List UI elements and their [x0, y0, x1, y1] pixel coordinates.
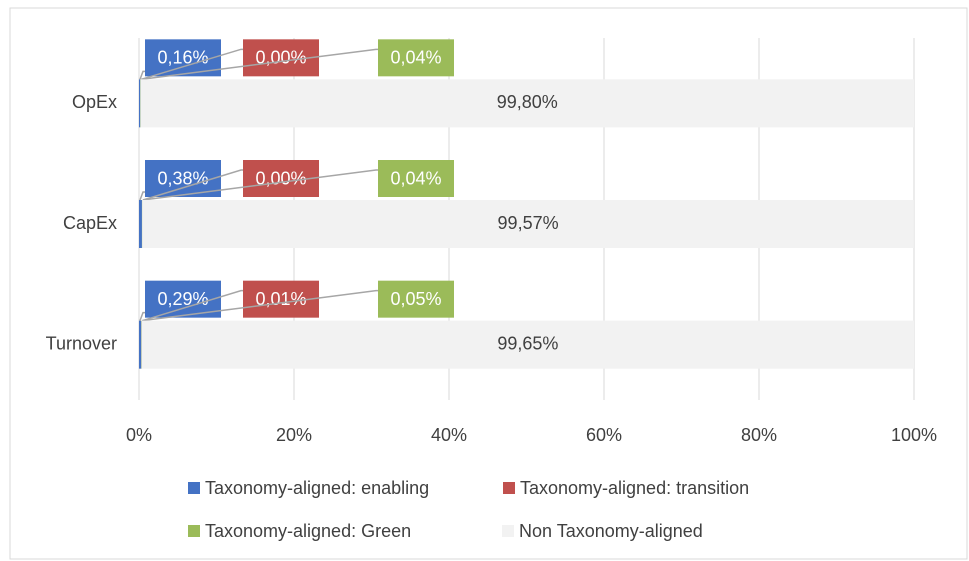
leader-line — [141, 48, 243, 81]
legend-label: Taxonomy-aligned: enabling — [205, 478, 429, 498]
x-tick-label: 40% — [431, 425, 467, 445]
bar-segment — [140, 79, 915, 128]
leader-line — [139, 70, 145, 80]
leader-line — [142, 289, 378, 322]
data-label: 99,65% — [497, 333, 558, 353]
bar-segment — [139, 200, 142, 248]
data-label: 0,00% — [255, 48, 306, 68]
x-tick-label: 80% — [741, 425, 777, 445]
data-label: 0,01% — [255, 289, 306, 309]
data-label-box — [378, 160, 454, 197]
data-label: 99,80% — [497, 92, 558, 112]
x-tick-label: 60% — [586, 425, 622, 445]
legend-label: Non Taxonomy-aligned — [519, 521, 703, 541]
y-tick-label: CapEx — [63, 213, 117, 233]
data-label: 0,29% — [157, 289, 208, 309]
legend-swatch — [188, 482, 200, 494]
leader-line — [142, 169, 243, 201]
data-label: 0,04% — [390, 168, 441, 188]
data-label-box — [378, 39, 454, 77]
bar-segment — [139, 320, 142, 369]
data-label: 99,57% — [498, 213, 559, 233]
leader-line — [141, 48, 378, 81]
x-tick-label: 0% — [126, 425, 152, 445]
leader-line — [139, 311, 145, 321]
data-label: 0,38% — [157, 168, 208, 188]
legend-swatch — [188, 525, 200, 537]
data-label: 0,05% — [390, 289, 441, 309]
y-tick-label: Turnover — [46, 333, 117, 353]
leader-line — [142, 289, 243, 322]
bar-segment — [142, 200, 914, 248]
x-tick-label: 100% — [891, 425, 937, 445]
bar-segment — [139, 79, 141, 128]
y-tick-label: OpEx — [72, 92, 117, 112]
x-tick-label: 20% — [276, 425, 312, 445]
legend-swatch — [503, 482, 515, 494]
data-label: 0,04% — [390, 48, 441, 68]
legend-label: Taxonomy-aligned: transition — [520, 478, 749, 498]
legend-swatch — [502, 525, 514, 537]
bar-segment — [141, 320, 914, 369]
leader-line — [139, 191, 145, 201]
legend-label: Taxonomy-aligned: Green — [205, 521, 411, 541]
leader-line — [142, 169, 378, 201]
data-label-box — [378, 280, 454, 318]
data-label: 0,16% — [157, 48, 208, 68]
